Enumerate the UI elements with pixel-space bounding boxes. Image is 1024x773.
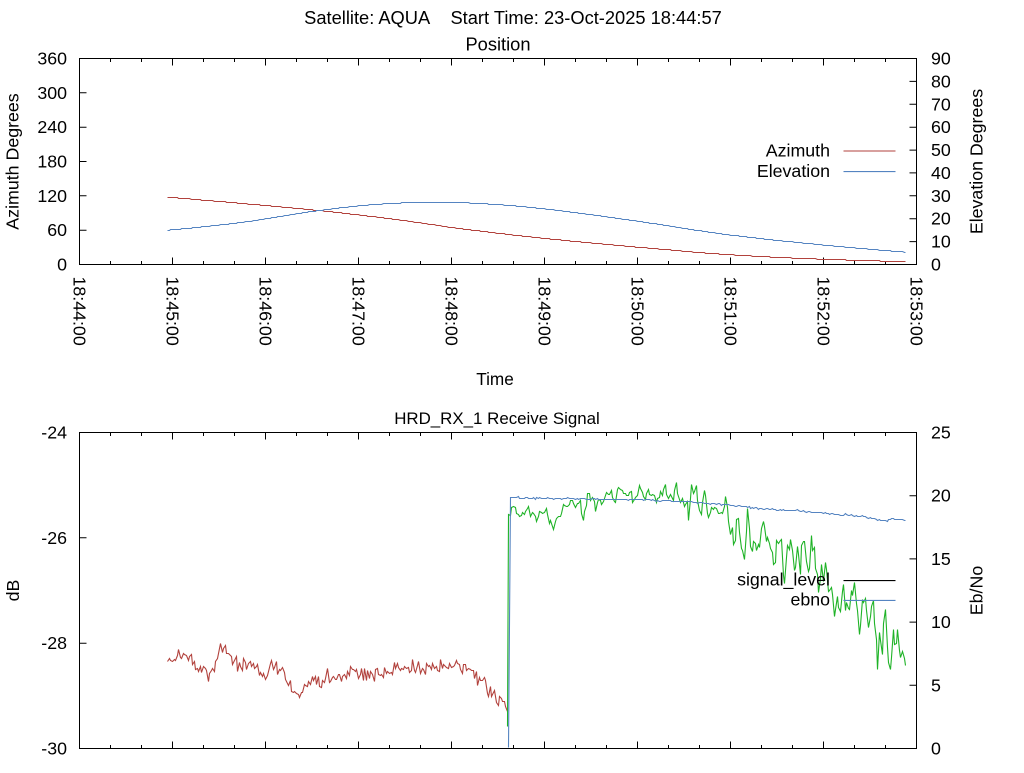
svg-text:18:51:00: 18:51:00: [721, 277, 741, 346]
svg-text:120: 120: [37, 186, 67, 206]
svg-text:Azimuth Degrees: Azimuth Degrees: [3, 93, 23, 229]
svg-text:Position: Position: [465, 34, 530, 55]
svg-text:18:52:00: 18:52:00: [814, 277, 834, 346]
svg-text:signal_level: signal_level: [737, 570, 830, 591]
svg-text:0: 0: [931, 255, 941, 275]
svg-text:240: 240: [37, 117, 67, 137]
svg-text:20: 20: [931, 209, 951, 229]
svg-text:18:48:00: 18:48:00: [442, 277, 462, 346]
svg-text:-26: -26: [41, 528, 67, 548]
svg-text:-24: -24: [41, 423, 67, 443]
svg-text:-30: -30: [41, 739, 67, 759]
svg-text:18:44:00: 18:44:00: [70, 277, 90, 346]
svg-text:180: 180: [37, 152, 67, 172]
svg-text:0: 0: [57, 255, 67, 275]
svg-text:Time: Time: [476, 369, 514, 389]
svg-text:80: 80: [931, 71, 951, 91]
svg-text:Elevation Degrees: Elevation Degrees: [967, 89, 987, 234]
svg-text:Elevation: Elevation: [757, 161, 830, 181]
svg-text:ebno: ebno: [790, 590, 830, 610]
svg-text:0: 0: [931, 739, 941, 759]
svg-text:Azimuth: Azimuth: [766, 141, 830, 161]
svg-text:10: 10: [931, 612, 951, 632]
svg-text:HRD_RX_1 Receive Signal: HRD_RX_1 Receive Signal: [394, 409, 600, 428]
svg-text:50: 50: [931, 140, 951, 160]
svg-text:18:50:00: 18:50:00: [628, 277, 648, 346]
svg-text:40: 40: [931, 163, 951, 183]
svg-text:15: 15: [931, 549, 951, 569]
svg-text:70: 70: [931, 94, 951, 114]
svg-text:10: 10: [931, 232, 951, 252]
svg-text:60: 60: [47, 220, 67, 240]
svg-text:18:46:00: 18:46:00: [256, 277, 276, 346]
svg-text:30: 30: [931, 186, 951, 206]
svg-text:18:49:00: 18:49:00: [535, 277, 555, 346]
svg-text:dB: dB: [3, 580, 23, 602]
svg-text:Satellite: AQUA Start Time:: Satellite: AQUA Start Time: 23-Oct-2025 …: [304, 7, 722, 28]
svg-text:5: 5: [931, 675, 941, 695]
svg-text:18:53:00: 18:53:00: [907, 277, 927, 346]
svg-text:300: 300: [37, 83, 67, 103]
svg-text:-28: -28: [41, 633, 67, 653]
svg-text:360: 360: [37, 49, 67, 69]
svg-text:18:47:00: 18:47:00: [349, 277, 369, 346]
svg-text:Eb/No: Eb/No: [967, 566, 987, 616]
svg-text:90: 90: [931, 49, 951, 69]
svg-text:25: 25: [931, 423, 951, 443]
svg-text:20: 20: [931, 486, 951, 506]
svg-text:18:45:00: 18:45:00: [163, 277, 183, 346]
svg-text:60: 60: [931, 117, 951, 137]
